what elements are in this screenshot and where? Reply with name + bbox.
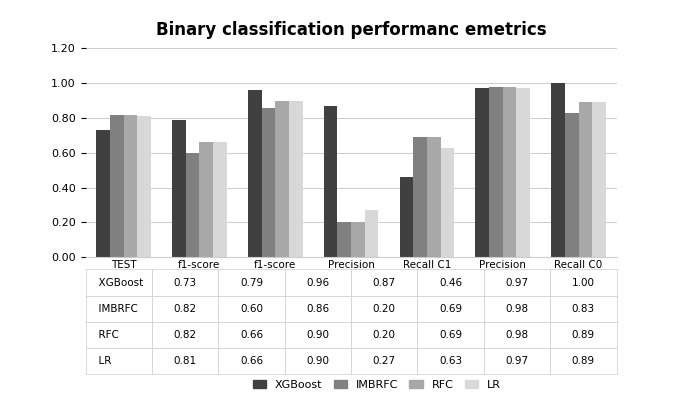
Bar [248,90,262,257]
Legend: XGBoost, IMBRFC, RFC, LR: XGBoost, IMBRFC, RFC, LR [249,375,505,394]
Bar [338,222,351,257]
Bar [262,107,275,257]
Bar [551,83,565,257]
Bar [351,222,364,257]
Bar [172,120,186,257]
Bar [489,87,503,257]
Bar [364,210,378,257]
Bar [427,137,440,257]
Bar [123,115,137,257]
Bar [565,113,579,257]
Bar [516,88,530,257]
Bar [324,106,338,257]
Bar [137,116,151,257]
Bar [593,102,606,257]
Bar [579,102,593,257]
Bar [199,142,213,257]
Bar [475,88,489,257]
Bar [110,115,123,257]
Bar [96,130,110,257]
Bar [413,137,427,257]
Bar [213,142,227,257]
Bar [186,153,199,257]
Bar [275,101,289,257]
Bar [503,87,516,257]
Bar [399,177,413,257]
Bar [289,101,303,257]
Title: Binary classification performanc emetrics: Binary classification performanc emetric… [155,21,547,39]
Bar [440,147,454,257]
